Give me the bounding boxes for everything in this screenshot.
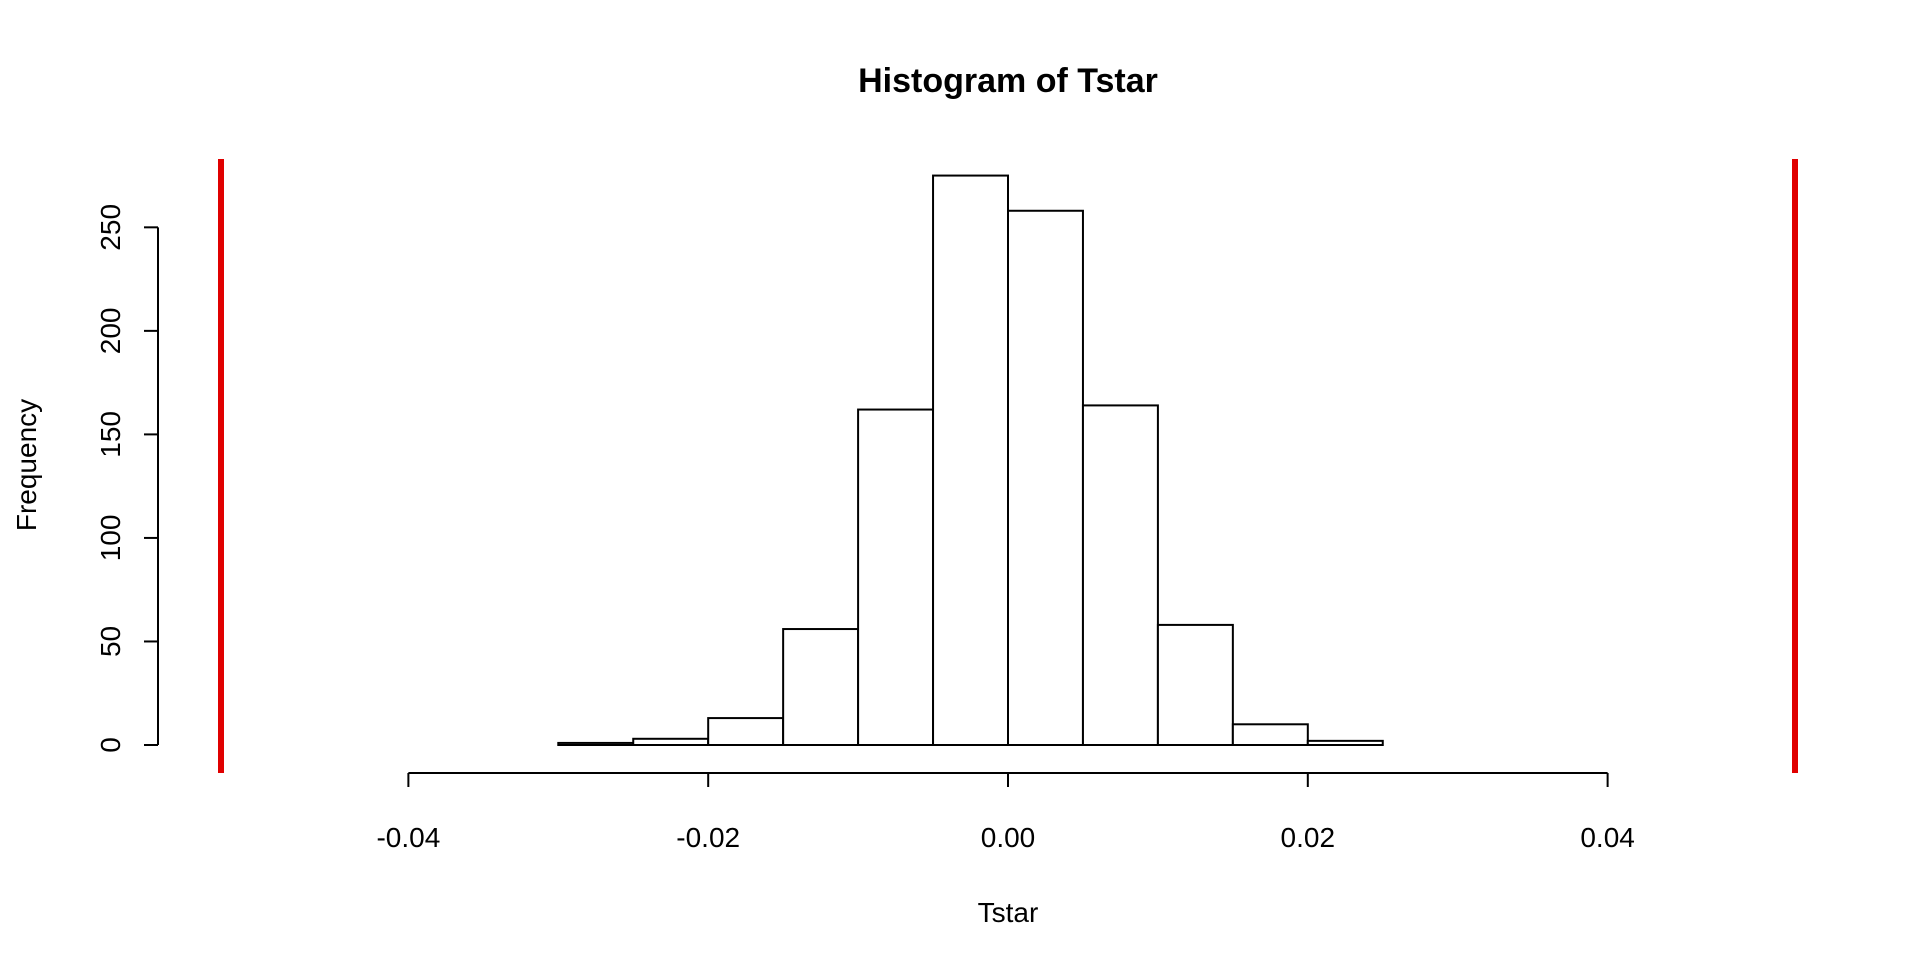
chart-title: Histogram of Tstar (858, 62, 1158, 100)
y-axis: 0 50 100 150 200 250 (95, 204, 159, 753)
y-tick-label-0: 0 (95, 737, 126, 753)
histogram-bar-9 (1231, 723, 1309, 746)
x-tick-label-4: 0.04 (1580, 822, 1635, 853)
histogram-bars (557, 174, 1384, 747)
x-axis-label: Tstar (978, 897, 1039, 928)
y-tick-label-5: 250 (95, 204, 126, 251)
histogram-bar-3 (782, 628, 860, 747)
histogram-bar-6 (1007, 209, 1084, 746)
y-tick-label-3: 150 (95, 411, 126, 458)
histogram-bar-8 (1156, 623, 1234, 746)
y-tick-label-2: 100 (95, 515, 126, 562)
histogram-bar-0 (557, 741, 635, 746)
y-tick-label-1: 50 (95, 626, 126, 657)
y-axis-label: Frequency (11, 399, 42, 531)
x-tick-label-3: 0.02 (1281, 822, 1336, 853)
reference-lines (218, 159, 1798, 773)
histogram-bar-2 (707, 717, 785, 747)
histogram-bar-7 (1081, 404, 1159, 746)
x-tick-label-2: 0.00 (981, 822, 1036, 853)
histogram-bar-1 (632, 737, 710, 746)
x-tick-label-1: -0.02 (676, 822, 740, 853)
x-axis: -0.04 -0.02 0.00 0.02 0.04 (376, 772, 1635, 853)
x-tick-label-0: -0.04 (376, 822, 440, 853)
y-tick-label-4: 200 (95, 308, 126, 355)
histogram-bar-10 (1306, 739, 1384, 746)
histogram-bar-4 (857, 408, 935, 746)
histogram-bar-5 (932, 174, 1009, 746)
